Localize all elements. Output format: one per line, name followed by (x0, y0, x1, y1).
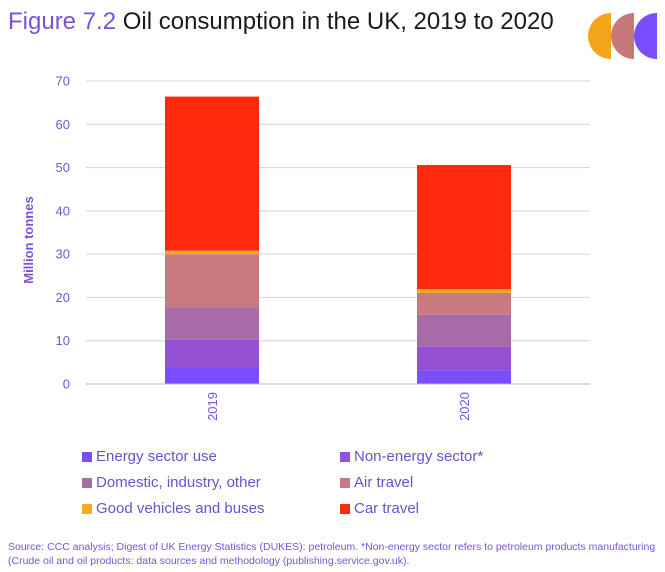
bar-segment (165, 96, 259, 251)
legend-label: Non-energy sector* (354, 448, 484, 465)
y-tick-label: 0 (63, 377, 70, 392)
legend-swatch (340, 477, 350, 488)
figure-label: Figure 7.2 (8, 8, 117, 35)
brand-logo-icon (588, 13, 657, 59)
legend-swatch (82, 451, 92, 462)
bar-segment (165, 367, 259, 384)
y-axis-ticks: 0 10 20 30 40 50 60 70 (56, 74, 70, 392)
y-tick-label: 60 (56, 117, 70, 132)
legend-item: Air travel (340, 474, 413, 491)
bar-segment (165, 339, 259, 368)
x-tick-label: 2019 (205, 392, 220, 421)
logo-pink-shape (611, 13, 634, 59)
bar-segment (417, 292, 511, 315)
bar-segment (417, 346, 511, 371)
x-tick-label: 2020 (457, 392, 472, 421)
logo-purple-shape (634, 13, 657, 59)
bar-segment (165, 250, 259, 255)
y-tick-label: 30 (56, 247, 70, 262)
bar-segment (165, 254, 259, 308)
y-tick-label: 10 (56, 333, 70, 348)
x-axis-categories: 2019 2020 (205, 392, 472, 421)
bar-segment (417, 370, 511, 384)
y-tick-label: 50 (56, 160, 70, 175)
bars (165, 96, 511, 384)
legend-label: Car travel (354, 500, 420, 517)
source-note: Source: CCC analysis; Digest of UK Energ… (8, 541, 656, 567)
stacked-bar-chart: 0 10 20 30 40 50 60 70 2019 2020 Million tonnes (21, 74, 590, 421)
legend-swatch (82, 503, 92, 514)
legend-label: Domestic, industry, other (96, 474, 261, 491)
bar-segment (417, 314, 511, 347)
y-tick-label: 40 (56, 203, 70, 218)
legend-swatch (340, 451, 350, 462)
figure-title: Oil consumption in the UK, 2019 to 2020 (122, 8, 554, 35)
chart-title: Figure 7.2 Oil consumption in the UK, 20… (8, 8, 554, 36)
legend-item: Good vehicles and buses (82, 500, 264, 517)
logo-orange-shape (588, 13, 611, 59)
legend-item: Energy sector use (82, 448, 217, 465)
bar-segment (165, 307, 259, 340)
gridlines (86, 80, 590, 342)
legend-item: Non-energy sector* (340, 448, 483, 465)
bar-segment (417, 289, 511, 293)
legend-item: Car travel (340, 500, 419, 517)
legend-swatch (340, 503, 350, 514)
legend-item: Domestic, industry, other (82, 474, 261, 491)
y-tick-label: 70 (56, 74, 70, 89)
y-axis-label: Million tonnes (21, 196, 36, 283)
bar-segment (417, 164, 511, 290)
legend-label: Air travel (354, 474, 414, 491)
legend-label: Good vehicles and buses (96, 500, 265, 517)
y-tick-label: 20 (56, 290, 70, 305)
legend-swatch (82, 477, 92, 488)
legend-label: Energy sector use (96, 448, 217, 465)
